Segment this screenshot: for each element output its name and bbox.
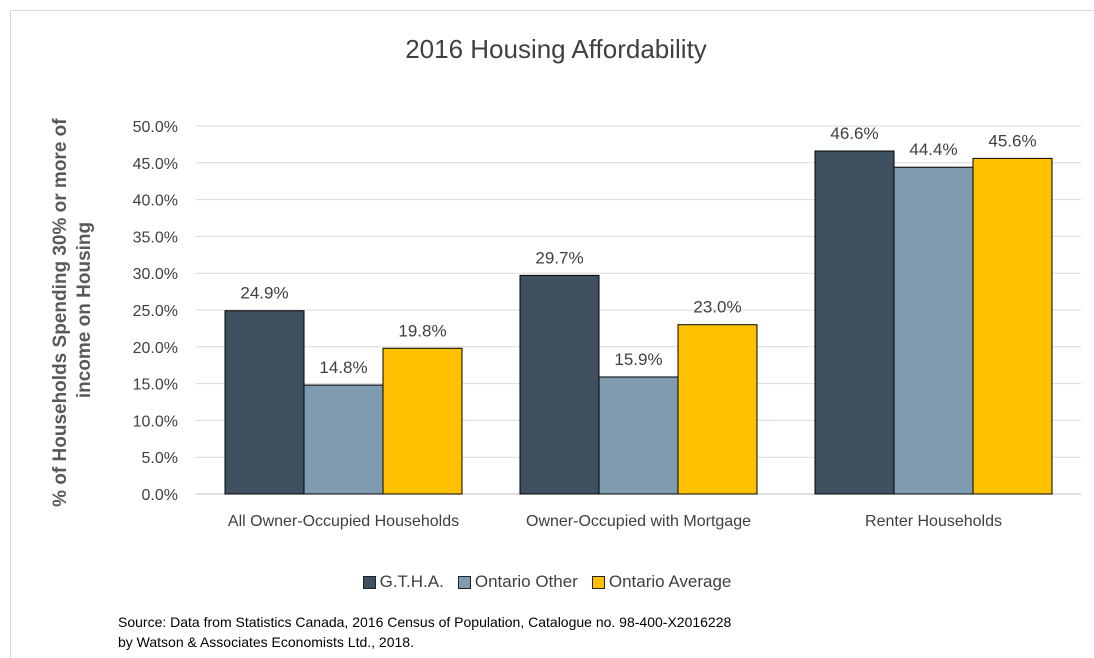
bar [677,324,758,495]
bar [382,347,463,495]
legend-swatch [362,575,376,589]
y-axis-label-line: income on Housing [74,222,95,398]
y-tick-label: 5.0% [142,450,178,467]
y-tick-label: 0.0% [142,487,178,504]
y-tick-label: 45.0% [133,156,178,173]
data-label: 19.8% [398,321,446,340]
source-line: Source: Data from Statistics Canada, 201… [118,614,732,630]
legend-item: Ontario Average [591,572,732,592]
y-tick-label: 40.0% [133,193,178,210]
y-tick-label: 25.0% [133,303,178,320]
x-tick-label: Renter Households [865,513,1002,530]
bar [814,150,895,495]
legend-swatch [591,575,605,589]
bar [598,376,679,495]
y-tick-label: 15.0% [133,377,178,394]
bar [303,384,384,495]
chart-frame [10,10,1094,658]
legend-item: Ontario Other [457,572,578,592]
y-tick-label: 20.0% [133,340,178,357]
y-tick-label: 35.0% [133,229,178,246]
y-tick-label: 30.0% [133,266,178,283]
y-tick-label: 50.0% [133,119,178,136]
source-line: by Watson & Associates Economists Ltd., … [118,634,414,650]
bar [224,310,305,495]
y-axis-label: % of Households Spending 30% or more of … [50,113,95,507]
y-tick-label: 10.0% [133,413,178,430]
chart-title: 2016 Housing Affordability [405,34,707,64]
legend: G.T.H.A. Ontario Other Ontario Average [0,572,1094,592]
data-label: 14.8% [319,358,367,377]
data-label: 24.9% [240,284,288,303]
y-axis-label-line: % of Households Spending 30% or more of [50,118,71,507]
bar [893,166,974,495]
data-label: 46.6% [830,124,878,143]
legend-item: G.T.H.A. [362,572,444,592]
bar [519,274,600,495]
legend-label: G.T.H.A. [379,572,444,591]
x-tick-label: All Owner-Occupied Households [227,513,460,530]
source-note: Source: Data from Statistics Canada, 201… [118,612,731,652]
data-label: 45.6% [988,131,1036,150]
legend-label: Ontario Average [608,572,732,591]
data-label: 29.7% [535,248,583,267]
x-tick-label: Owner-Occupied with Mortgage [526,513,751,530]
data-label: 15.9% [614,350,662,369]
data-label: 23.0% [693,298,741,317]
bar [972,157,1053,495]
legend-label: Ontario Other [474,572,578,591]
data-label: 44.4% [909,140,957,159]
legend-swatch [457,575,471,589]
